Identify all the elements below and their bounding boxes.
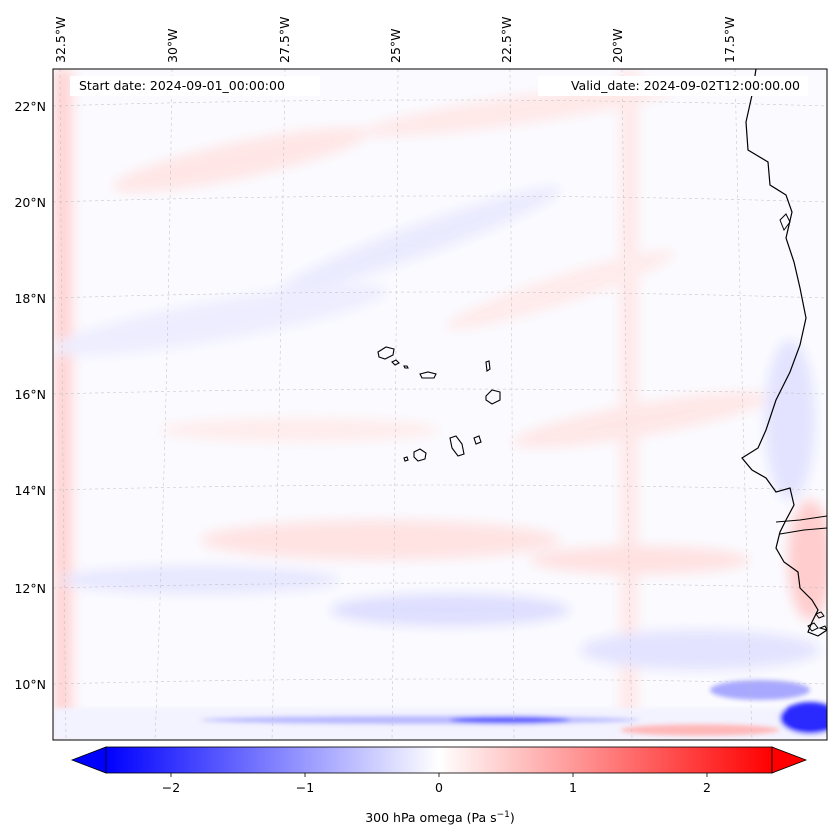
island-boa-vista (485, 389, 501, 405)
colorbar-tick-labels: −2 −1 0 1 2 (162, 780, 711, 795)
island-fogo (413, 448, 427, 462)
lon-label-27-5w: 27.5°W (277, 17, 292, 63)
start-date-label: Start date: 2024-09-01_00:00:00 (79, 78, 285, 93)
colorbar-extend-max (771, 746, 808, 774)
lat-label-22n: 22°N (14, 99, 46, 114)
longitude-labels: 32.5°W 30°W 27.5°W 25°W 22.5°W 20°W 17.5… (53, 17, 737, 63)
colorbar-tick-neg1: −1 (296, 780, 314, 795)
map-panel (53, 69, 827, 740)
lon-label-20w: 20°W (610, 28, 625, 63)
colorbar-tick-marks (170, 773, 708, 777)
lon-label-22-5w: 22.5°W (499, 17, 514, 63)
lon-label-25w: 25°W (388, 28, 403, 63)
lon-label-32-5w: 32.5°W (53, 17, 68, 63)
omega-field (53, 69, 827, 740)
omega-bottom-band (53, 680, 827, 740)
island-maio (473, 435, 482, 445)
coastal-island-north (779, 213, 791, 232)
colorbar: −2 −1 0 1 2 300 hPa omega (Pa s−1) (70, 746, 808, 825)
colorbar-tick-2: 2 (703, 780, 711, 795)
lon-label-17-5w: 17.5°W (722, 17, 737, 63)
colorbar-body (105, 746, 773, 774)
valid-date-label: Valid_date: 2024-09-02T12:00:00.00 (571, 78, 800, 93)
colorbar-extend-min (70, 746, 107, 774)
start-date-box (70, 76, 320, 96)
gridlines (53, 69, 827, 740)
latitude-labels: 22°N 20°N 18°N 16°N 14°N 12°N 10°N (14, 99, 46, 692)
africa-coastline (741, 69, 827, 637)
colorbar-tick-0: 0 (435, 780, 443, 795)
island-brava (403, 456, 409, 462)
island-santa-luzia (403, 365, 409, 369)
lat-label-20n: 20°N (14, 195, 46, 210)
colorbar-label-main: 300 hPa omega (Pa s (365, 810, 496, 825)
lon-label-30w: 30°W (165, 28, 180, 63)
colorbar-label-sup: −1 (497, 810, 510, 820)
lat-label-16n: 16°N (14, 387, 46, 402)
bissagos-islands (807, 611, 827, 632)
island-sao-nicolau (419, 371, 437, 379)
valid-date-box (538, 76, 808, 96)
gambia-inlet (775, 515, 827, 535)
lat-label-14n: 14°N (14, 483, 46, 498)
lat-label-18n: 18°N (14, 291, 46, 306)
colorbar-label-end: ) (510, 810, 515, 825)
colorbar-label: 300 hPa omega (Pa s−1) (365, 810, 515, 825)
lat-label-12n: 12°N (14, 581, 46, 596)
island-santiago (449, 435, 465, 457)
map-frame (52, 68, 828, 741)
lat-label-10n: 10°N (14, 677, 46, 692)
colorbar-tick-neg2: −2 (162, 780, 180, 795)
island-sal (485, 360, 491, 372)
island-santo-antao (377, 346, 395, 360)
colorbar-tick-1: 1 (569, 780, 577, 795)
island-sao-vicente (391, 359, 400, 366)
cape-verde-islands (377, 346, 501, 462)
